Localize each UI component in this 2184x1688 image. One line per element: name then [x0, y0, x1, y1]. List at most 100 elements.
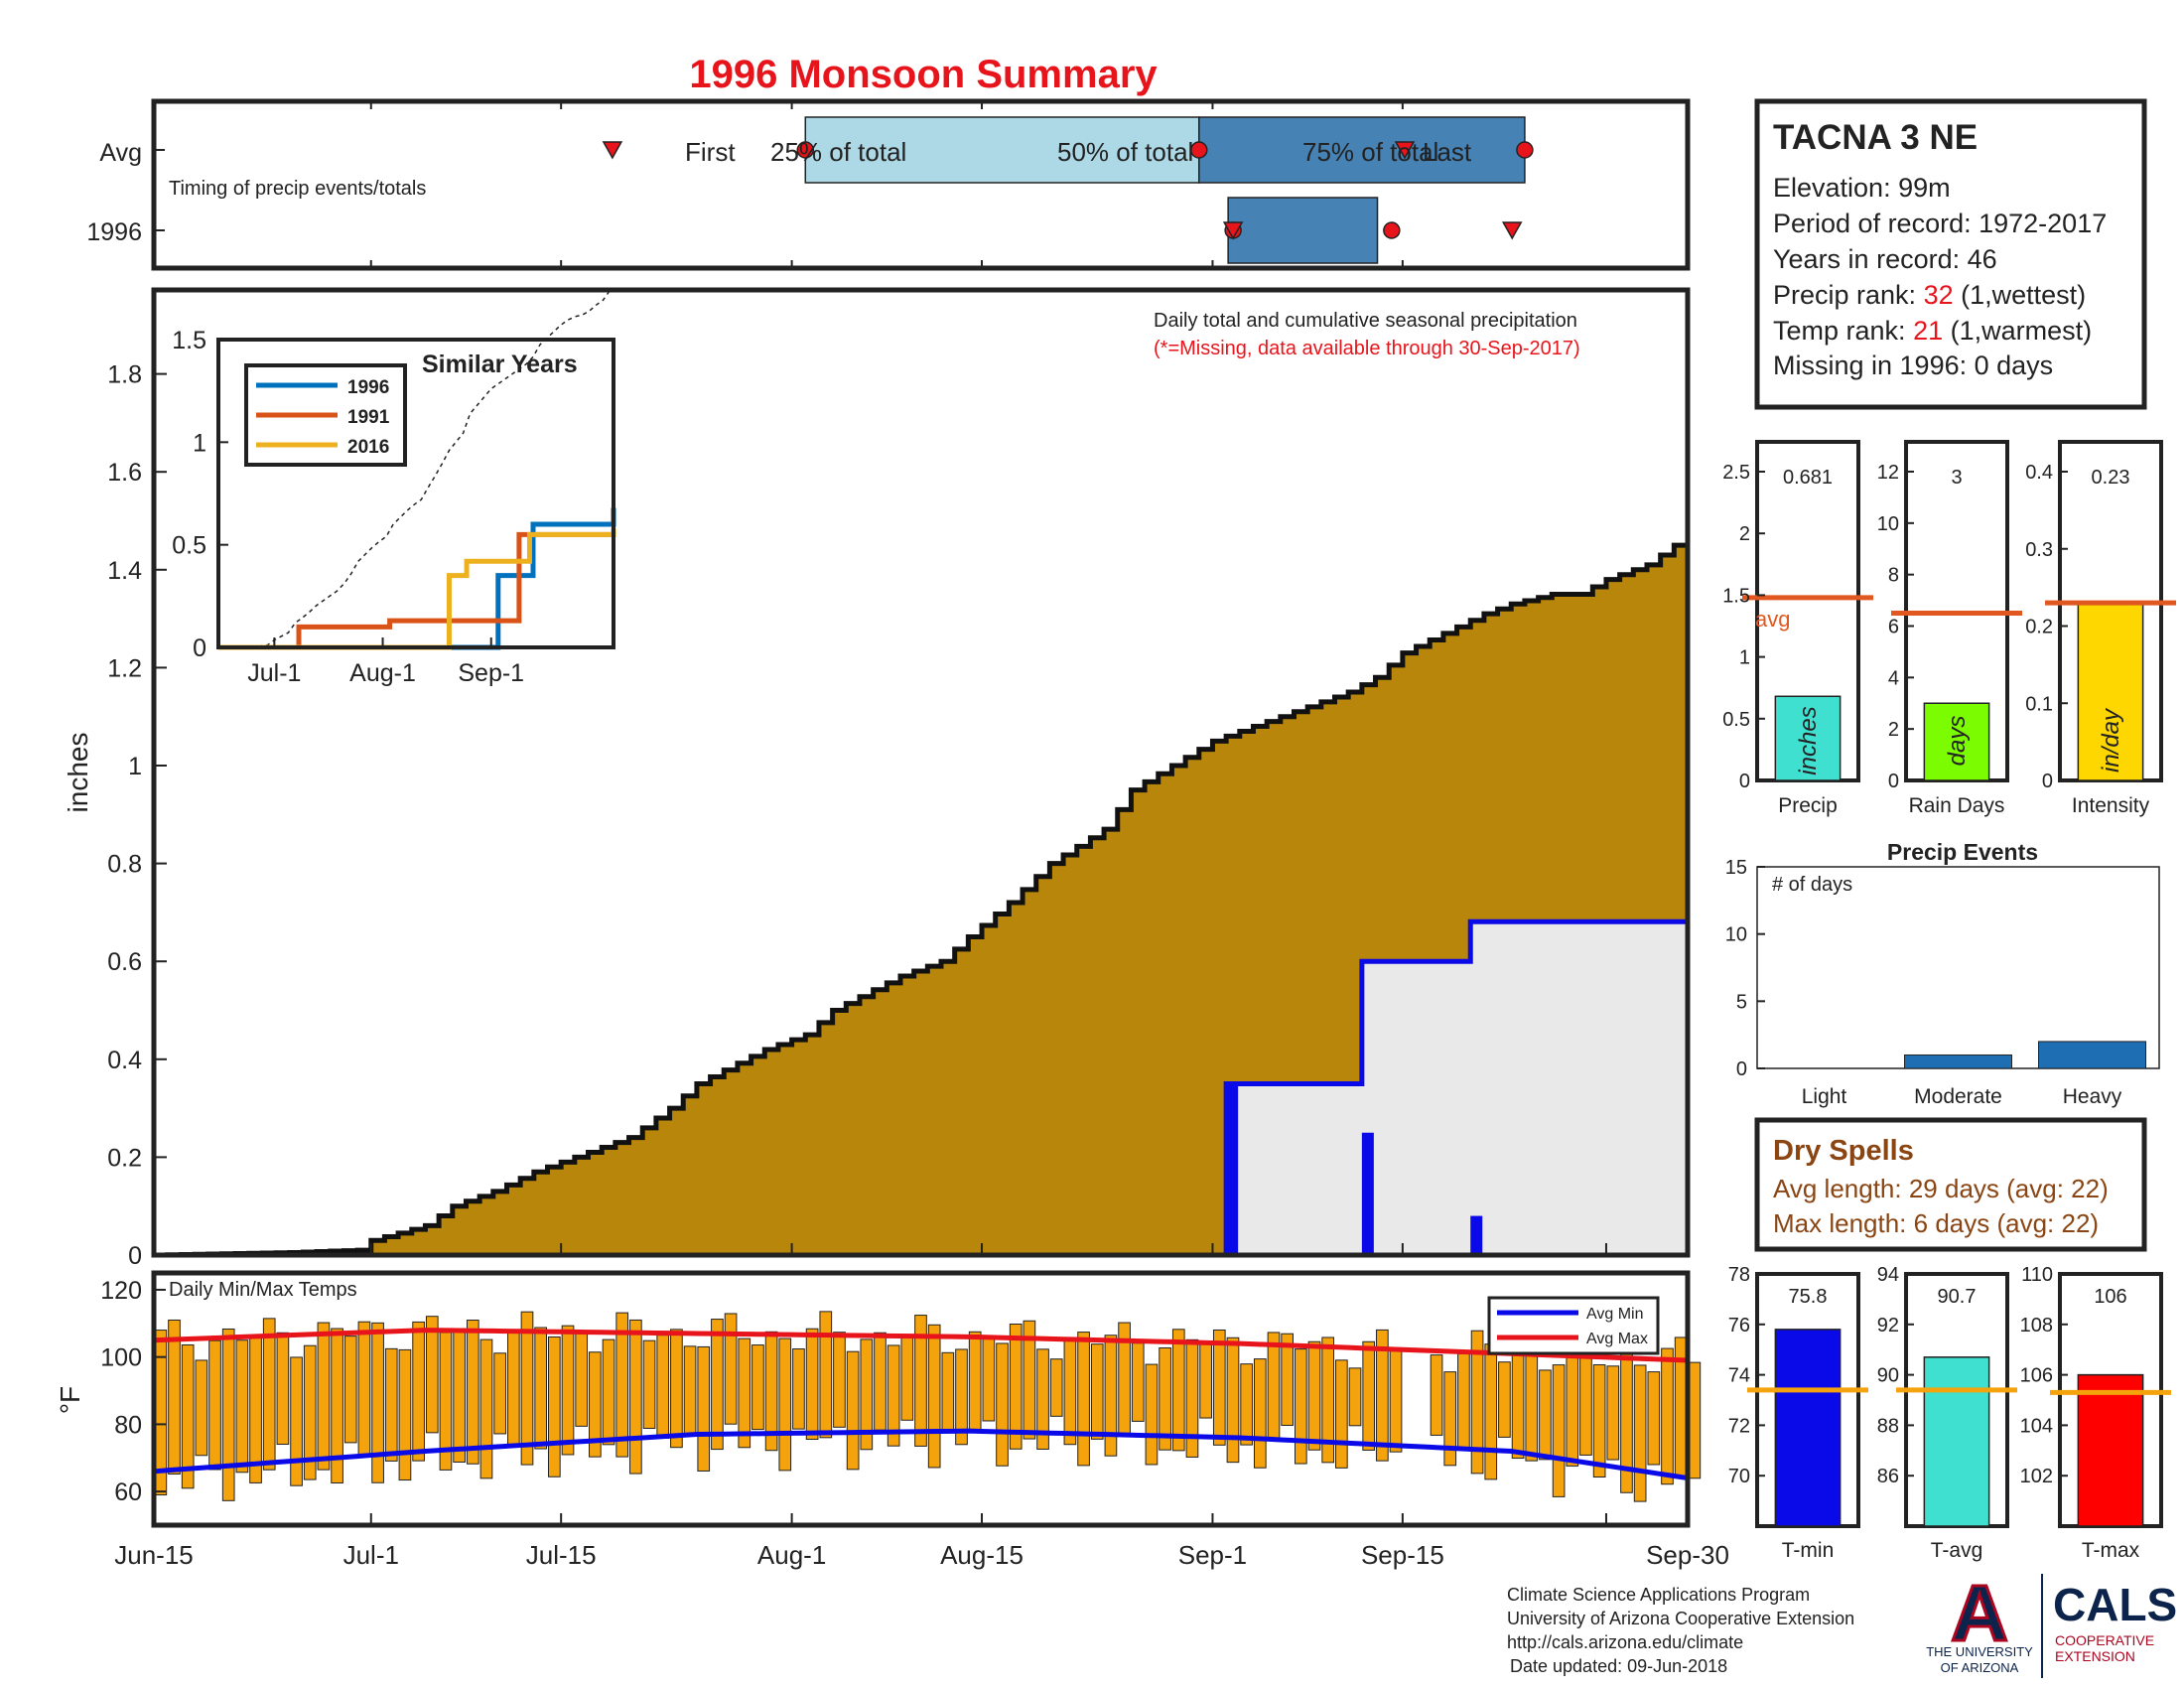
events-ytick-label-1: 5 — [1736, 991, 1747, 1013]
temp-tmin-ytick-label-0: 70 — [1728, 1466, 1750, 1487]
daily-temp-bar-103 — [1552, 1364, 1566, 1497]
daily-temp-bar-51 — [846, 1350, 860, 1471]
summary-raindays-ytick-label-3: 6 — [1888, 617, 1899, 638]
daily-temp-bar-24 — [479, 1338, 493, 1479]
footer-line-3: http://cals.arizona.edu/climate — [1507, 1632, 1743, 1652]
main-ylabel: inches — [63, 733, 93, 813]
daily-temp-bar-107 — [1606, 1365, 1620, 1461]
main-ytick-label-6: 1.2 — [107, 654, 142, 682]
date-xtick-label-3: Aug-1 — [757, 1540, 826, 1570]
main-y-ticks: 0 0.2 0.4 0.6 0.8 1 1.2 1.4 1.6 1.8 — [107, 361, 1607, 1270]
daily-temp-bar-111 — [1661, 1347, 1674, 1485]
temps-legend: Avg Min Avg Max — [1487, 1296, 1660, 1355]
daily-temp-bar-72 — [1131, 1342, 1145, 1422]
legend-label-1991: 1991 — [347, 407, 390, 428]
daily-precip-bar-1 — [1361, 1132, 1374, 1255]
daily-temp-bar-33 — [602, 1338, 615, 1446]
summary-intensity-ytick-label-4: 0.4 — [2025, 462, 2053, 484]
daily-temp-bar-50 — [833, 1332, 846, 1428]
daily-temp-bar-67 — [1063, 1336, 1077, 1446]
daily-temp-bar-59 — [955, 1348, 968, 1446]
daily-temp-bar-11 — [303, 1344, 317, 1480]
daily-temp-bar-5 — [221, 1329, 235, 1501]
daily-temp-bar-94 — [1430, 1354, 1443, 1436]
timing-q75-label: 75% of total — [1302, 137, 1438, 167]
main-frame — [151, 287, 1691, 1258]
summary-intensity-ytick-label-0: 0 — [2042, 771, 2053, 792]
timing-avg-first-marker — [602, 141, 623, 160]
summary-raindays-value: 3 — [1951, 467, 1962, 489]
daily-temp-bar-49 — [819, 1311, 833, 1439]
temps-ytick-label-1: 80 — [114, 1411, 142, 1439]
timing-row-avg: Avg — [99, 139, 142, 167]
ua-logo-letter: A — [1951, 1569, 2008, 1657]
temp-tmax-bar — [2077, 1373, 2144, 1527]
daily-temp-bar-14 — [343, 1336, 357, 1444]
daily-temp-bar-44 — [751, 1344, 764, 1431]
daily-temp-bar-91 — [1389, 1347, 1403, 1453]
daily-temp-bar-10 — [290, 1356, 303, 1486]
daily-temp-bar-35 — [629, 1319, 642, 1475]
daily-temp-bar-77 — [1199, 1343, 1212, 1419]
temp-summary-bars: 70 72 74 76 78 75.8 T-min 86 88 90 92 94 90.7 T-avg 10… — [1728, 1264, 2171, 1562]
temps-y-ticks: 60 80 100 120 — [100, 1277, 166, 1506]
cals-logo-line1: COOPERATIVE — [2055, 1632, 2154, 1648]
daily-temp-bar-38 — [670, 1329, 683, 1449]
station-name: TACNA 3 NE — [1773, 118, 1978, 157]
daily-temp-bar-53 — [874, 1332, 887, 1431]
daily-temp-bar-15 — [357, 1321, 371, 1457]
summary-precip-ytick-label-4: 2 — [1739, 523, 1750, 545]
main-ytick-label-4: 0.8 — [107, 851, 142, 879]
footer-line-4: Date updated: 09-Jun-2018 — [1510, 1656, 1727, 1676]
temp-tavg-ytick-label-4: 94 — [1877, 1264, 1899, 1286]
cals-logo: CALS COOPERATIVE EXTENSION — [2053, 1579, 2177, 1664]
temp-tavg-ytick-label-1: 88 — [1877, 1415, 1899, 1437]
summary-intensity-ytick-label-3: 0.3 — [2025, 539, 2053, 561]
temp-tavg-value: 90.7 — [1938, 1286, 1977, 1308]
daily-temp-bar-76 — [1185, 1338, 1199, 1458]
events-xlabel-light: Light — [1802, 1085, 1847, 1108]
daily-temp-bar-58 — [941, 1351, 955, 1434]
avg-min-line — [153, 1428, 1689, 1481]
summary-raindays-ytick-label-1: 2 — [1888, 719, 1899, 741]
daily-temp-bar-65 — [1036, 1348, 1049, 1450]
date-xtick-label-7: Sep-30 — [1646, 1540, 1729, 1570]
temps-frame — [151, 1270, 1691, 1528]
daily-temp-bar-110 — [1647, 1371, 1661, 1466]
daily-temp-bar-63 — [1009, 1323, 1023, 1450]
timing-year-last-marker — [1501, 221, 1523, 240]
main-ytick-label-9: 1.8 — [107, 361, 142, 389]
main-note: Daily total and cumulative seasonal prec… — [1154, 310, 1577, 332]
inset-ytick-label-1: 0.5 — [172, 532, 206, 560]
daily-temp-bar-78 — [1212, 1329, 1226, 1446]
temp-tmin-ytick-label-2: 74 — [1728, 1365, 1750, 1387]
daily-temp-bar-13 — [331, 1328, 343, 1483]
station-temp-rank: Temp rank: 21 (1,warmest) — [1773, 316, 2092, 346]
timing-year-box — [1227, 197, 1379, 264]
date-xtick-label-2: Jul-15 — [526, 1540, 597, 1570]
main-ytick-label-2: 0.4 — [107, 1047, 142, 1074]
temp-tavg-label: T-avg — [1931, 1539, 1983, 1562]
temps-ylabel: °F — [55, 1386, 85, 1414]
temps-panel: 60 80 100 120 °F Daily Min/Max Temps Avg Mi… — [55, 1270, 1702, 1528]
temps-ytick-label-3: 120 — [100, 1277, 142, 1305]
timing-avg-q75-marker — [1516, 141, 1534, 159]
events-xlabel-moderate: Moderate — [1914, 1085, 2002, 1108]
timing-year-first-marker — [1222, 221, 1244, 240]
daily-temp-bar-68 — [1077, 1332, 1090, 1467]
daily-temp-bar-99 — [1498, 1361, 1511, 1438]
daily-temp-bar-87 — [1335, 1359, 1348, 1469]
daily-temp-bar-96 — [1457, 1352, 1470, 1452]
daily-temp-bar-64 — [1023, 1320, 1036, 1440]
main-plot-area — [154, 530, 1691, 1258]
inset-ytick-label-2: 1 — [193, 429, 206, 457]
timing-marks — [153, 101, 1534, 268]
events-xlabel-heavy: Heavy — [2063, 1085, 2122, 1108]
dry-spells-box: Dry Spells Avg length: 29 days (avg: 22)… — [1754, 1117, 2147, 1252]
footer-line-2: University of Arizona Cooperative Extens… — [1507, 1609, 1854, 1628]
main-ytick-label-0: 0 — [128, 1242, 142, 1270]
summary-intensity-ytick-label-1: 0.1 — [2025, 693, 2053, 715]
summary-precip-ytick-label-0: 0 — [1739, 771, 1750, 792]
daily-precip-bar-2 — [1470, 1215, 1483, 1255]
summary-raindays-ytick-label-5: 10 — [1877, 513, 1899, 535]
